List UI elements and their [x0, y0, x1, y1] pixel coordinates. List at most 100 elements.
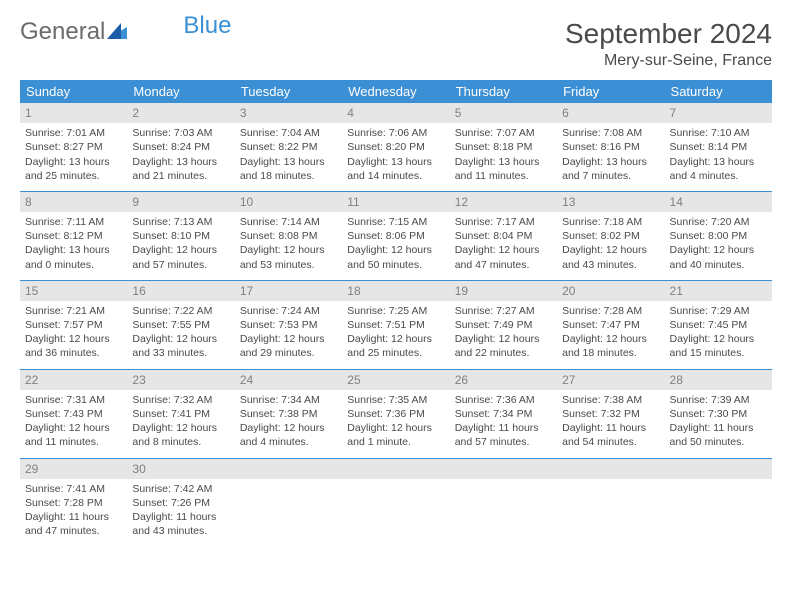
day-header: Monday	[127, 80, 234, 103]
day-cell: 29Sunrise: 7:41 AMSunset: 7:28 PMDayligh…	[20, 458, 127, 546]
day-cell: 18Sunrise: 7:25 AMSunset: 7:51 PMDayligh…	[342, 280, 449, 369]
sunrise-line: Sunrise: 7:11 AM	[25, 215, 122, 229]
day-body: Sunrise: 7:38 AMSunset: 7:32 PMDaylight:…	[557, 390, 664, 458]
day-cell: 25Sunrise: 7:35 AMSunset: 7:36 PMDayligh…	[342, 369, 449, 458]
day-body	[665, 479, 772, 535]
daylight-line: Daylight: 12 hours and 15 minutes.	[670, 332, 767, 360]
sunset-line: Sunset: 8:12 PM	[25, 229, 122, 243]
location: Mery-sur-Seine, France	[565, 52, 772, 70]
day-cell: 11Sunrise: 7:15 AMSunset: 8:06 PMDayligh…	[342, 191, 449, 280]
sunrise-line: Sunrise: 7:20 AM	[670, 215, 767, 229]
day-body: Sunrise: 7:17 AMSunset: 8:04 PMDaylight:…	[450, 212, 557, 280]
sunset-line: Sunset: 8:20 PM	[347, 140, 444, 154]
daylight-line: Daylight: 11 hours and 54 minutes.	[562, 421, 659, 449]
sunset-line: Sunset: 8:06 PM	[347, 229, 444, 243]
sunrise-line: Sunrise: 7:39 AM	[670, 393, 767, 407]
daylight-line: Daylight: 12 hours and 22 minutes.	[455, 332, 552, 360]
day-number: 5	[450, 103, 557, 123]
daylight-line: Daylight: 11 hours and 50 minutes.	[670, 421, 767, 449]
sunset-line: Sunset: 8:24 PM	[132, 140, 229, 154]
daylight-line: Daylight: 11 hours and 43 minutes.	[132, 510, 229, 538]
day-body: Sunrise: 7:22 AMSunset: 7:55 PMDaylight:…	[127, 301, 234, 369]
day-number: 20	[557, 281, 664, 301]
day-number: 9	[127, 192, 234, 212]
day-header: Saturday	[665, 80, 772, 103]
day-body	[557, 479, 664, 535]
daylight-line: Daylight: 12 hours and 29 minutes.	[240, 332, 337, 360]
daylight-line: Daylight: 13 hours and 21 minutes.	[132, 155, 229, 183]
sunrise-line: Sunrise: 7:27 AM	[455, 304, 552, 318]
day-cell: 24Sunrise: 7:34 AMSunset: 7:38 PMDayligh…	[235, 369, 342, 458]
sunrise-line: Sunrise: 7:35 AM	[347, 393, 444, 407]
day-cell: 6Sunrise: 7:08 AMSunset: 8:16 PMDaylight…	[557, 103, 664, 191]
day-number: 16	[127, 281, 234, 301]
sunrise-line: Sunrise: 7:01 AM	[25, 126, 122, 140]
sunset-line: Sunset: 7:30 PM	[670, 407, 767, 421]
day-body: Sunrise: 7:25 AMSunset: 7:51 PMDaylight:…	[342, 301, 449, 369]
daylight-line: Daylight: 12 hours and 25 minutes.	[347, 332, 444, 360]
sunset-line: Sunset: 7:28 PM	[25, 496, 122, 510]
sunrise-line: Sunrise: 7:17 AM	[455, 215, 552, 229]
day-body	[342, 479, 449, 535]
day-cell: 15Sunrise: 7:21 AMSunset: 7:57 PMDayligh…	[20, 280, 127, 369]
sunrise-line: Sunrise: 7:36 AM	[455, 393, 552, 407]
sunset-line: Sunset: 7:41 PM	[132, 407, 229, 421]
sunrise-line: Sunrise: 7:18 AM	[562, 215, 659, 229]
daylight-line: Daylight: 13 hours and 7 minutes.	[562, 155, 659, 183]
day-number: 7	[665, 103, 772, 123]
sunrise-line: Sunrise: 7:10 AM	[670, 126, 767, 140]
daylight-line: Daylight: 13 hours and 25 minutes.	[25, 155, 122, 183]
sunrise-line: Sunrise: 7:21 AM	[25, 304, 122, 318]
day-body: Sunrise: 7:08 AMSunset: 8:16 PMDaylight:…	[557, 123, 664, 191]
day-cell: 7Sunrise: 7:10 AMSunset: 8:14 PMDaylight…	[665, 103, 772, 191]
day-number: 15	[20, 281, 127, 301]
day-body: Sunrise: 7:21 AMSunset: 7:57 PMDaylight:…	[20, 301, 127, 369]
sunset-line: Sunset: 7:32 PM	[562, 407, 659, 421]
week-row: 22Sunrise: 7:31 AMSunset: 7:43 PMDayligh…	[20, 369, 772, 458]
day-body: Sunrise: 7:04 AMSunset: 8:22 PMDaylight:…	[235, 123, 342, 191]
empty-cell	[342, 458, 449, 546]
sunset-line: Sunset: 7:36 PM	[347, 407, 444, 421]
daylight-line: Daylight: 12 hours and 53 minutes.	[240, 243, 337, 271]
day-body: Sunrise: 7:24 AMSunset: 7:53 PMDaylight:…	[235, 301, 342, 369]
empty-cell	[557, 458, 664, 546]
day-number: 11	[342, 192, 449, 212]
day-body: Sunrise: 7:18 AMSunset: 8:02 PMDaylight:…	[557, 212, 664, 280]
day-cell: 8Sunrise: 7:11 AMSunset: 8:12 PMDaylight…	[20, 191, 127, 280]
day-cell: 21Sunrise: 7:29 AMSunset: 7:45 PMDayligh…	[665, 280, 772, 369]
daylight-line: Daylight: 12 hours and 50 minutes.	[347, 243, 444, 271]
daylight-line: Daylight: 11 hours and 57 minutes.	[455, 421, 552, 449]
week-row: 29Sunrise: 7:41 AMSunset: 7:28 PMDayligh…	[20, 458, 772, 546]
day-cell: 27Sunrise: 7:38 AMSunset: 7:32 PMDayligh…	[557, 369, 664, 458]
day-number	[665, 459, 772, 479]
day-header: Thursday	[450, 80, 557, 103]
sunset-line: Sunset: 8:04 PM	[455, 229, 552, 243]
sunrise-line: Sunrise: 7:32 AM	[132, 393, 229, 407]
empty-cell	[235, 458, 342, 546]
day-body: Sunrise: 7:14 AMSunset: 8:08 PMDaylight:…	[235, 212, 342, 280]
day-body: Sunrise: 7:29 AMSunset: 7:45 PMDaylight:…	[665, 301, 772, 369]
sunset-line: Sunset: 8:18 PM	[455, 140, 552, 154]
day-body: Sunrise: 7:28 AMSunset: 7:47 PMDaylight:…	[557, 301, 664, 369]
day-cell: 19Sunrise: 7:27 AMSunset: 7:49 PMDayligh…	[450, 280, 557, 369]
day-cell: 22Sunrise: 7:31 AMSunset: 7:43 PMDayligh…	[20, 369, 127, 458]
logo-triangle-icon	[107, 18, 127, 46]
day-number: 25	[342, 370, 449, 390]
sunrise-line: Sunrise: 7:25 AM	[347, 304, 444, 318]
calendar-body: 1Sunrise: 7:01 AMSunset: 8:27 PMDaylight…	[20, 103, 772, 546]
day-body: Sunrise: 7:20 AMSunset: 8:00 PMDaylight:…	[665, 212, 772, 280]
day-cell: 16Sunrise: 7:22 AMSunset: 7:55 PMDayligh…	[127, 280, 234, 369]
sunset-line: Sunset: 7:49 PM	[455, 318, 552, 332]
week-row: 8Sunrise: 7:11 AMSunset: 8:12 PMDaylight…	[20, 191, 772, 280]
day-number: 4	[342, 103, 449, 123]
day-body	[235, 479, 342, 535]
daylight-line: Daylight: 12 hours and 4 minutes.	[240, 421, 337, 449]
day-number	[235, 459, 342, 479]
header: General Blue September 2024 Mery-sur-Sei…	[20, 18, 772, 70]
day-cell: 3Sunrise: 7:04 AMSunset: 8:22 PMDaylight…	[235, 103, 342, 191]
daylight-line: Daylight: 12 hours and 57 minutes.	[132, 243, 229, 271]
sunset-line: Sunset: 7:34 PM	[455, 407, 552, 421]
day-body: Sunrise: 7:35 AMSunset: 7:36 PMDaylight:…	[342, 390, 449, 458]
day-header: Tuesday	[235, 80, 342, 103]
sunset-line: Sunset: 7:55 PM	[132, 318, 229, 332]
